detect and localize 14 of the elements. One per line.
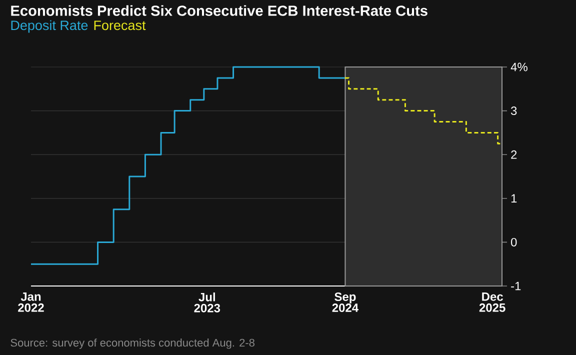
x-tick-label: Sep 2024 bbox=[332, 292, 358, 312]
x-tick-label: Jul 2023 bbox=[194, 292, 220, 312]
x-tick-label: Dec 2025 bbox=[479, 292, 506, 312]
source-note: Source: survey of economists conducted Aug. 2-8 bbox=[10, 338, 254, 349]
text: Deposit Rate bbox=[11, 20, 88, 33]
y-tick-label: 0 bbox=[510, 238, 517, 246]
y-tick-label: 3 bbox=[510, 106, 517, 116]
y-tick-label: -1 bbox=[511, 282, 521, 290]
x-tick-label: Jan 2022 bbox=[18, 292, 44, 312]
y-tick-label: 1 bbox=[511, 194, 517, 203]
text: Forecast bbox=[94, 20, 146, 30]
y-tick-label: 2 bbox=[511, 150, 517, 159]
y-tick-label: 4% bbox=[510, 62, 528, 72]
chart-title: Economists Predict Six Consecutive ECB Interest-Rate Cuts bbox=[11, 5, 428, 16]
